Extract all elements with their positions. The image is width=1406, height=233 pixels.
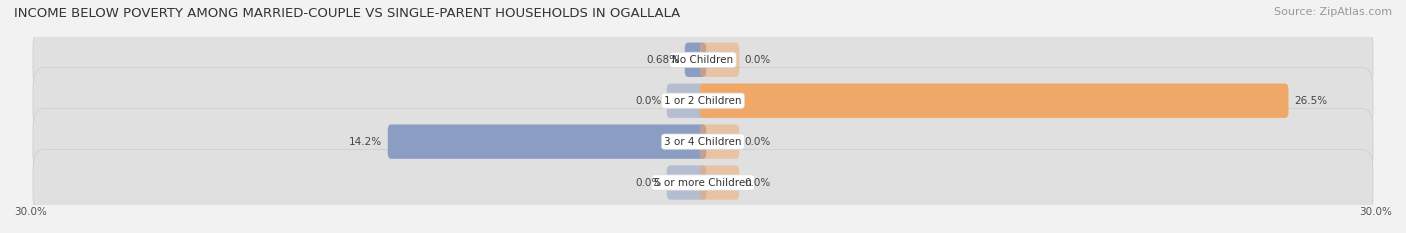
Text: 5 or more Children: 5 or more Children [654, 178, 752, 188]
Text: 0.0%: 0.0% [636, 96, 661, 106]
Text: No Children: No Children [672, 55, 734, 65]
Text: INCOME BELOW POVERTY AMONG MARRIED-COUPLE VS SINGLE-PARENT HOUSEHOLDS IN OGALLAL: INCOME BELOW POVERTY AMONG MARRIED-COUPL… [14, 7, 681, 20]
FancyBboxPatch shape [32, 149, 1374, 216]
FancyBboxPatch shape [32, 109, 1374, 175]
Text: 26.5%: 26.5% [1294, 96, 1327, 106]
Text: 1 or 2 Children: 1 or 2 Children [664, 96, 742, 106]
Text: 3 or 4 Children: 3 or 4 Children [664, 137, 742, 147]
FancyBboxPatch shape [666, 165, 706, 200]
FancyBboxPatch shape [700, 83, 1288, 118]
FancyBboxPatch shape [700, 165, 740, 200]
Text: 0.0%: 0.0% [636, 178, 661, 188]
FancyBboxPatch shape [700, 43, 740, 77]
FancyBboxPatch shape [685, 43, 706, 77]
FancyBboxPatch shape [32, 68, 1374, 134]
Text: 0.0%: 0.0% [745, 55, 770, 65]
Text: 0.0%: 0.0% [745, 178, 770, 188]
FancyBboxPatch shape [700, 124, 740, 159]
Text: 0.68%: 0.68% [647, 55, 679, 65]
Text: 0.0%: 0.0% [745, 137, 770, 147]
FancyBboxPatch shape [666, 83, 706, 118]
Text: 30.0%: 30.0% [1360, 207, 1392, 217]
Text: Source: ZipAtlas.com: Source: ZipAtlas.com [1274, 7, 1392, 17]
FancyBboxPatch shape [32, 27, 1374, 93]
Text: 14.2%: 14.2% [349, 137, 382, 147]
FancyBboxPatch shape [388, 124, 706, 159]
Text: 30.0%: 30.0% [14, 207, 46, 217]
